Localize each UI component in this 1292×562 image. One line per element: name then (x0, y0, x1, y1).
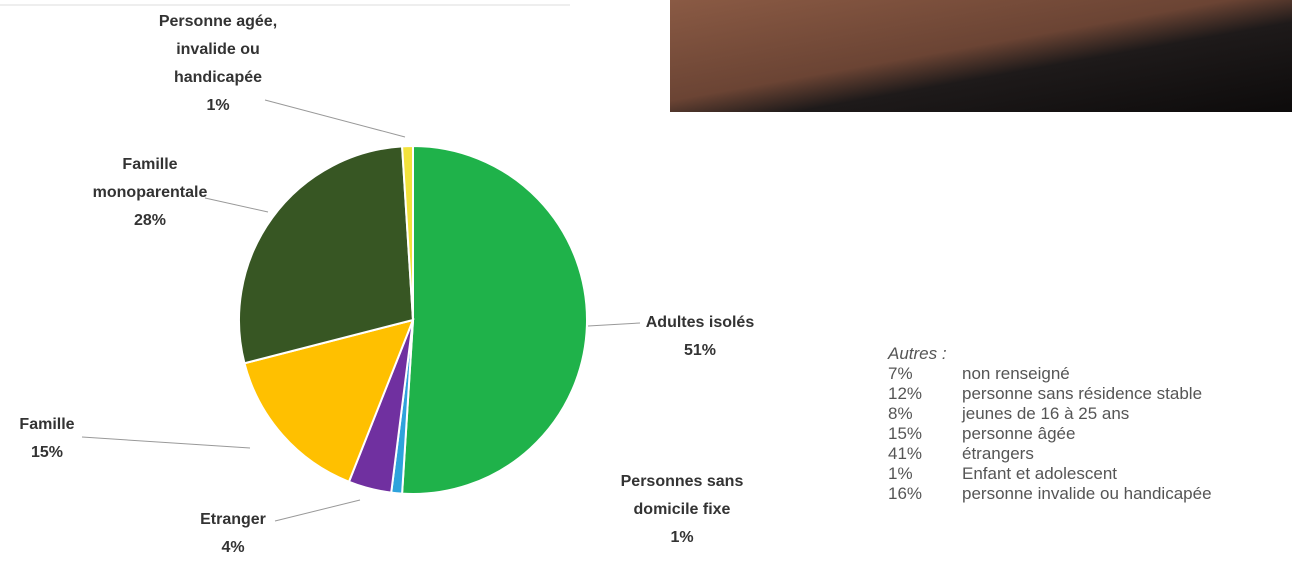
notes-title: Autres : (888, 344, 947, 363)
note-row: 16% personne invalide ou handicapée (888, 484, 1212, 504)
photo (670, 0, 1292, 112)
slice (238, 145, 415, 365)
notes: Autres : 7% non renseigné 12% personne sans… (888, 344, 1212, 504)
leader-lines (81, 99, 641, 522)
value-label: 1% (206, 97, 230, 114)
note-pct: 41% (888, 444, 923, 463)
slice-label: Personne agée, invalide ou handicapée 1% (148, 8, 288, 120)
note-row: 7% non renseigné (888, 364, 1212, 384)
note-row: 1% Enfant et adolescent (888, 464, 1212, 484)
note-label: étrangers (962, 444, 1034, 463)
note-label: personne âgée (962, 424, 1076, 443)
pie (238, 144, 588, 495)
value-label: 28% (133, 212, 167, 229)
value-label: 1% (670, 529, 694, 546)
value-label: 15% (30, 444, 64, 461)
slice-label: Adultes isolés 51% (630, 309, 770, 365)
note-pct: 7% (888, 364, 913, 383)
slice-label: Famille 15% (2, 411, 92, 467)
note-label: personne sans résidence stable (962, 384, 1203, 403)
note-row: 15% personne âgée (888, 424, 1212, 444)
category-name: Famille monoparentale (92, 156, 208, 201)
category-name: Personnes sans domicile fixe (620, 473, 744, 518)
note-pct: 8% (888, 404, 913, 423)
note-label: Enfant et adolescent (962, 464, 1118, 483)
note-label: jeunes de 16 à 25 ans (962, 404, 1130, 423)
category-name: Personne agée, invalide ou handicapée (158, 13, 278, 86)
note-pct: 12% (888, 384, 923, 403)
slice-label: Etranger 4% (183, 506, 283, 562)
note-row: 12% personne sans résidence stable (888, 384, 1212, 404)
note-label: personne invalide ou handicapée (962, 484, 1212, 503)
category-name: Etranger (200, 511, 266, 528)
value-label: 4% (221, 539, 245, 556)
note-row: 41% étrangers (888, 444, 1212, 464)
value-label: 51% (683, 342, 717, 359)
category-name: Adultes isolés (645, 314, 755, 331)
slice (401, 144, 588, 495)
slice-label: Famille monoparentale 28% (85, 151, 215, 235)
slice (243, 318, 415, 484)
notes-list: 7% non renseigné 12% personne sans résidenc… (888, 364, 1212, 504)
category-name: Famille (19, 416, 75, 433)
note-row: 8% jeunes de 16 à 25 ans (888, 404, 1212, 424)
note-pct: 1% (888, 464, 913, 483)
note-pct: 15% (888, 424, 923, 443)
slice-label: Personnes sans domicile fixe 1% (597, 468, 767, 552)
note-label: non renseigné (962, 364, 1070, 383)
slice (401, 144, 414, 321)
note-pct: 16% (888, 484, 923, 503)
